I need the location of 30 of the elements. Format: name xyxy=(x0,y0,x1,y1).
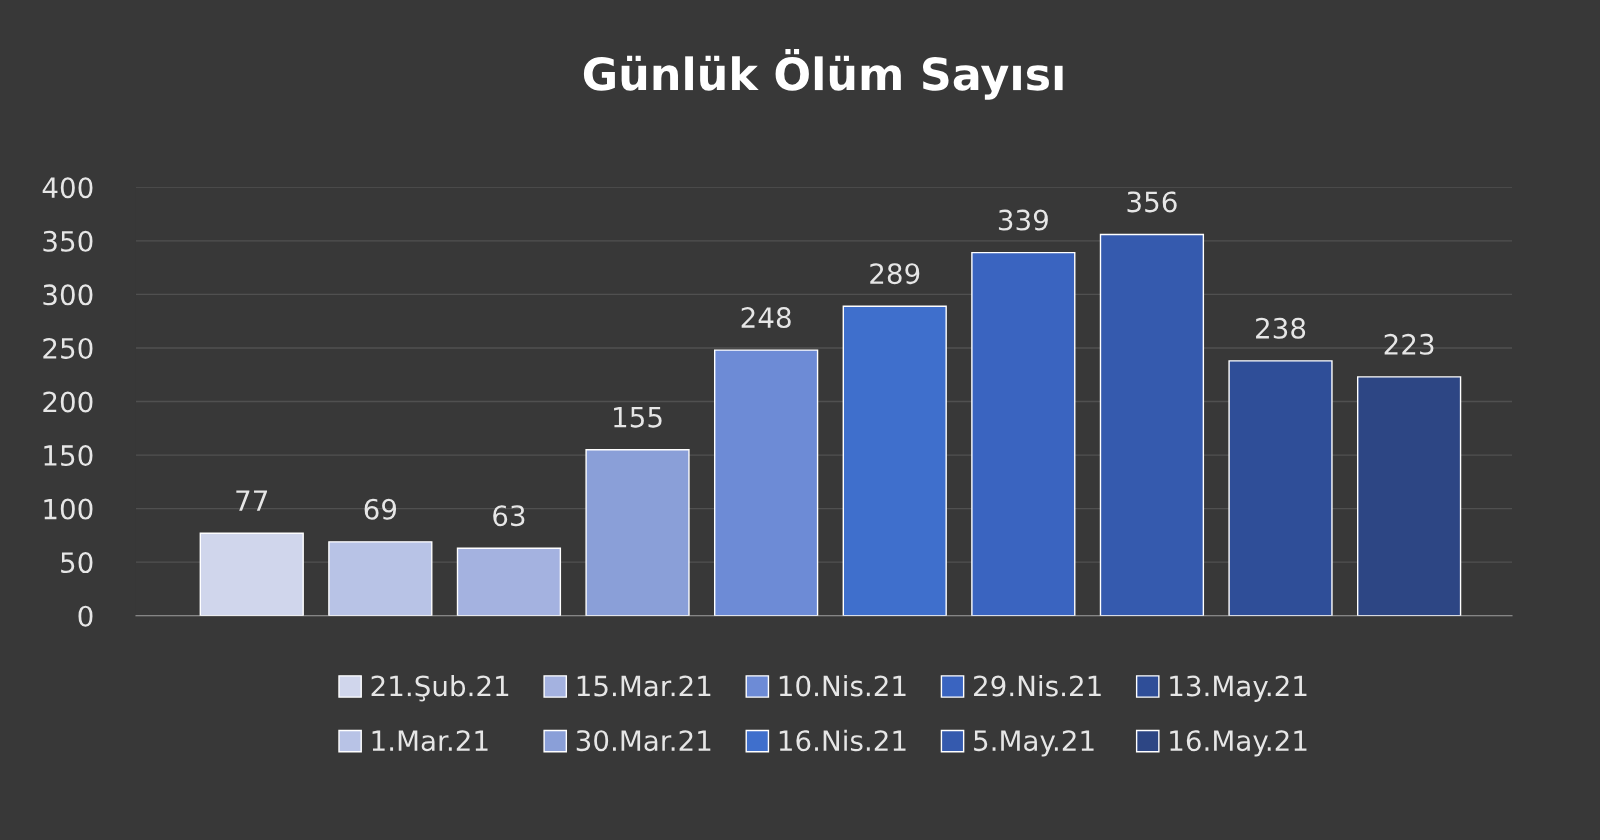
legend-label: 29.Nis.21 xyxy=(974,674,1101,697)
y-tick-label: 50 xyxy=(61,552,93,574)
y-tick-label: 250 xyxy=(43,337,93,359)
y-tick-label: 400 xyxy=(42,177,93,199)
y-tick-label: 300 xyxy=(43,284,93,306)
legend-label: 30.Mar.21 xyxy=(576,730,711,752)
data-label: 248 xyxy=(741,307,791,329)
data-label: 289 xyxy=(870,263,920,285)
data-label: 339 xyxy=(998,209,1048,231)
legend-label: 13.May.21 xyxy=(1170,675,1307,702)
legend-label: 16.Nis.21 xyxy=(779,729,906,752)
legend-label: 15.Mar.21 xyxy=(577,675,711,697)
legend-label: 5.May.21 xyxy=(974,730,1094,757)
data-label: 356 xyxy=(1127,191,1177,213)
chart-title: Günlük Ölüm Sayısı xyxy=(583,48,1063,100)
legend-label: 16.May.21 xyxy=(1170,730,1307,757)
legend-label: 21.Şub.21 xyxy=(371,674,509,702)
y-tick-label: 350 xyxy=(43,230,93,252)
data-label: 155 xyxy=(614,407,662,428)
legend-label: 1.Mar.21 xyxy=(372,730,488,752)
y-tick-label: 0 xyxy=(78,605,93,627)
data-label: 69 xyxy=(364,498,397,520)
y-tick-label: 150 xyxy=(44,445,93,467)
y-tick-label: 100 xyxy=(44,498,93,520)
y-tick-label: 200 xyxy=(43,391,93,413)
data-label: 238 xyxy=(1256,317,1306,339)
data-label: 77 xyxy=(236,490,268,511)
legend-label: 10.Nis.21 xyxy=(779,674,906,697)
data-label: 63 xyxy=(493,505,525,527)
data-label: 223 xyxy=(1384,333,1434,355)
